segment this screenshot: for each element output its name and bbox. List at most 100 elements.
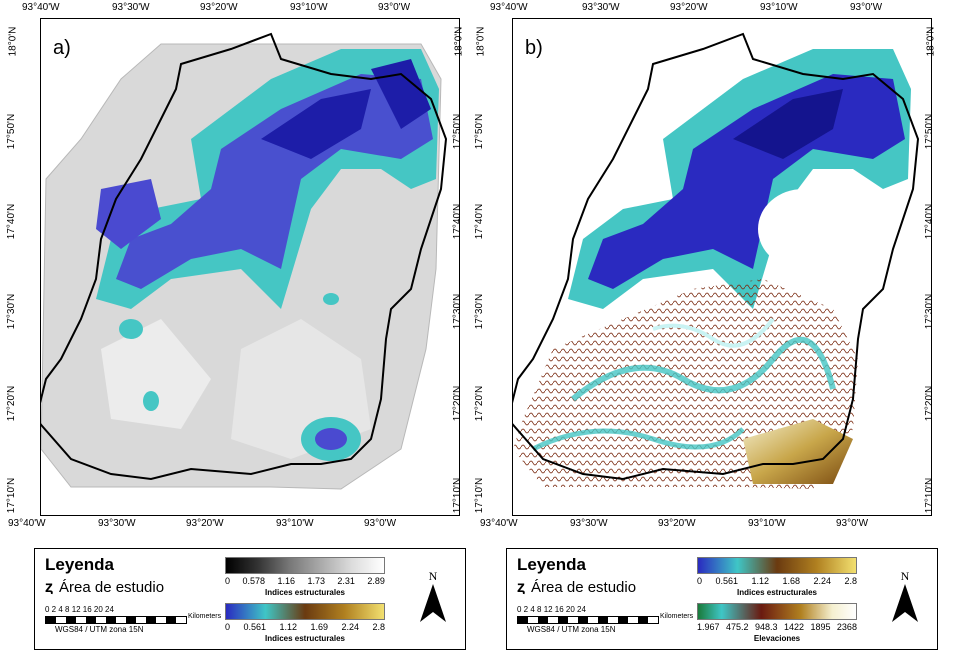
tick-left: 17°50'N [474,113,486,150]
ramp1-title: Indices estructurales [736,588,818,597]
projection-label: WGS84 / UTM zona 15N [55,625,144,634]
north-label: N [900,569,910,583]
color-ramp [697,557,857,574]
legend-study-area-label: Área de estudio [59,579,165,596]
study-area-icon: ȥ [45,579,53,596]
legend-study-area: ȥ Área de estudio [517,579,636,597]
tick-top: 93°0'W [850,2,883,13]
tick-top: 93°30'W [112,2,150,13]
tick-left: 17°40'N [6,203,18,240]
ramp2-labels: 0 0.561 1.12 1.69 2.24 2.8 [225,622,385,632]
legend-a: Leyenda ȥ Área de estudio 0 2 4 8 12 16 2… [34,548,466,650]
tick-left: 17°10'N [6,477,18,514]
ramp-label: 1.69 [310,622,329,632]
legend-b: Leyenda ȥ Área de estudio 0 2 4 8 12 16 2… [506,548,938,650]
legend-title: Leyenda [517,555,586,574]
tick-top: 93°10'W [290,2,328,13]
tick-right: 17°50'N [452,113,464,150]
tick-bottom: 93°40'W [480,518,518,529]
tick-bottom: 93°10'W [276,518,314,529]
tick-left: 17°30'N [474,293,486,330]
ramp-label: 0.561 [715,576,739,586]
tick-right: 17°10'N [452,477,464,514]
ramp-label: 2.24 [341,622,360,632]
tick-bottom: 93°0'W [364,518,397,529]
ramp-label: 1895 [810,622,831,632]
ramp2-labels: 1.967 475.2 948.3 1422 1895 2368 [697,622,857,632]
map-b-graphic [513,32,920,489]
north-arrow: N [413,569,453,629]
ramp-label: 948.3 [754,622,778,632]
ramp-label: 0 [225,622,231,632]
tick-right: 17°40'N [452,203,464,240]
legend-study-area-label: Área de estudio [531,579,637,596]
tick-left: 17°50'N [6,113,18,150]
scale-bar: 0 2 4 8 12 16 20 24 Kilometers WGS84 / U… [517,605,717,645]
projection-label: WGS84 / UTM zona 15N [527,625,616,634]
legend-study-area: ȥ Área de estudio [45,579,164,597]
ramp-label: 1.68 [782,576,801,586]
tick-bottom: 93°30'W [570,518,608,529]
tick-top: 93°0'W [378,2,411,13]
tick-left: 17°20'N [474,385,486,422]
tick-right: 18°0'N [925,26,937,57]
ramp1-labels: 0 0.578 1.16 1.73 2.31 2.89 [225,576,385,586]
tick-bottom: 93°20'W [186,518,224,529]
tick-left: 17°20'N [6,385,18,422]
legend-title: Leyenda [45,555,114,574]
tick-right: 17°30'N [924,293,936,330]
ramp-label: 1.967 [697,622,720,632]
tick-left: 17°10'N [474,477,486,514]
ramp-label: 2.8 [372,622,385,632]
tick-bottom: 93°0'W [836,518,869,529]
ramp-label: 0.561 [243,622,267,632]
ramp1-title: Indices estructurales [264,588,346,597]
ramp-label: 1422 [783,622,804,632]
ramp-label: 1.16 [277,576,295,586]
ramp-label: 2.31 [337,576,355,586]
north-arrow-icon [420,584,446,622]
north-arrow: N [885,569,925,629]
tick-right: 17°20'N [452,385,464,422]
tick-top: 93°30'W [582,2,620,13]
scale-numbers: 0 2 4 8 12 16 20 24 [45,605,114,614]
map-a-graphic [41,32,448,490]
tick-right: 17°30'N [452,293,464,330]
tick-right: 17°20'N [924,385,936,422]
tick-top: 93°10'W [760,2,798,13]
scale-bar-graphic [517,616,659,624]
elevation-ramp [697,603,857,620]
scale-unit: Kilometers [188,613,222,620]
ramp-label: 2368 [836,622,857,632]
ramp-label: 0 [697,576,703,586]
tick-bottom: 93°40'W [8,518,46,529]
tick-right: 17°10'N [924,477,936,514]
tick-right: 17°50'N [924,113,936,150]
tick-bottom: 93°30'W [98,518,136,529]
ramp-label: 0 [225,576,231,586]
tick-left: 18°0'N [7,26,19,57]
ramp-label: 1.12 [279,622,298,632]
study-area-icon: ȥ [517,579,525,596]
tick-right: 18°0'N [453,26,465,57]
scale-bar-graphic [45,616,187,624]
tick-left: 17°30'N [6,293,18,330]
ramp-label: 0.578 [242,576,265,586]
scale-unit: Kilometers [660,613,694,620]
tick-top: 93°20'W [200,2,238,13]
tick-right: 17°40'N [924,203,936,240]
tick-bottom: 93°10'W [748,518,786,529]
panel-a-label: a) [53,37,71,59]
tick-left: 18°0'N [475,26,487,57]
ramp-label: 2.8 [844,576,857,586]
map-panel-a: a) [40,18,460,516]
north-label: N [428,569,438,583]
tick-left: 17°40'N [474,203,486,240]
tick-top: 93°40'W [22,2,60,13]
tick-bottom: 93°20'W [658,518,696,529]
ramp1-labels: 0 0.561 1.12 1.68 2.24 2.8 [697,576,857,586]
ramp-label: 2.89 [367,576,385,586]
ramp-label: 475.2 [725,622,749,632]
ramp2-title: Indices estructurales [264,634,346,643]
tick-top: 93°40'W [490,2,528,13]
